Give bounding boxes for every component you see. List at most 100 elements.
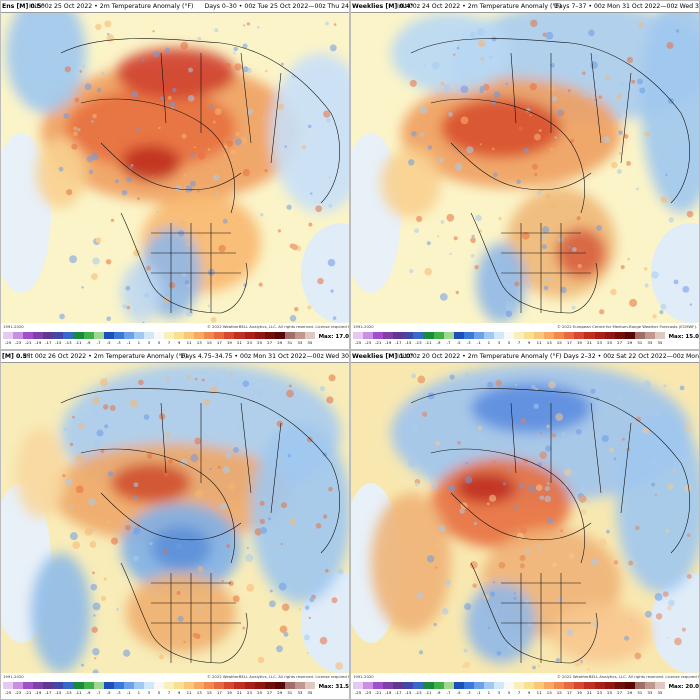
colorbar-swatches: [3, 332, 315, 339]
colorbar-swatch: [554, 682, 565, 689]
colorbar-swatch: [564, 332, 575, 339]
colorbar-tick-label: 23: [247, 340, 252, 345]
colorbar-tick-label: 35: [307, 340, 313, 345]
colorbar-tick-label: -5: [456, 340, 461, 345]
anomaly-map: [351, 363, 699, 675]
anomaly-map: [1, 363, 349, 675]
colorbar-swatch: [244, 682, 255, 689]
credit-strip: 1991-2020 © 2022 European Centre for Medi…: [351, 323, 699, 331]
valid-period: Days 4.75–34.75 • 00z Mon 31 Oct 2022—00…: [180, 353, 349, 360]
colorbar-tick-label: -21: [374, 340, 382, 345]
colorbar-swatch: [393, 682, 404, 689]
colorbar-tick-label: 17: [216, 340, 222, 345]
colorbar-swatch: [214, 332, 225, 339]
colorbar-swatch: [574, 682, 585, 689]
colorbar-tick-label: 13: [546, 340, 552, 345]
colorbar-tick-label: -5: [456, 690, 461, 695]
colorbar-tick-label: 29: [627, 690, 633, 695]
colorbar-swatches: [353, 332, 665, 339]
colorbar-tick-label: 27: [617, 690, 623, 695]
colorbar-tick-label: -9: [436, 340, 441, 345]
colorbar-swatch: [264, 682, 275, 689]
colorbar-tick-label: -25: [354, 340, 362, 345]
colorbar-swatch: [614, 332, 625, 339]
credit-strip: 1991-2020 © 2022 WeatherBELL Analytics, L…: [351, 673, 699, 681]
panel-header: [M] 0.5° Init 00z 26 Oct 2022 • 2m Temper…: [1, 351, 349, 363]
colorbar-swatch: [43, 682, 54, 689]
colorbar-swatch: [473, 682, 484, 689]
colorbar-swatch: [33, 332, 44, 339]
colorbar-tick-label: 27: [267, 690, 273, 695]
colorbar-tick-label: 15: [556, 340, 562, 345]
colorbar-tick-label: 31: [637, 690, 643, 695]
map-svg: [351, 363, 699, 675]
anomaly-map: [1, 13, 349, 325]
colorbar-tick-label: 35: [657, 340, 663, 345]
colorbar-swatch: [453, 332, 464, 339]
max-value: Max: 20.0: [669, 684, 699, 690]
colorbar-swatch: [493, 682, 504, 689]
colorbar-tick-label: -3: [466, 340, 471, 345]
colorbar-swatch: [234, 682, 245, 689]
colorbar-swatch: [153, 332, 164, 339]
colorbar-tick-label: -7: [96, 690, 101, 695]
colorbar-swatch: [483, 332, 494, 339]
colorbar-tick-label: -3: [116, 690, 121, 695]
colorbar-tick-label: 5: [157, 340, 161, 345]
colorbar-swatch: [393, 332, 404, 339]
colorbar-swatch: [584, 682, 595, 689]
max-label: Max:: [668, 684, 684, 690]
colorbar-tick-label: 27: [617, 340, 623, 345]
colorbar-tick-label: 3: [497, 690, 501, 695]
colorbar-swatch: [304, 682, 315, 689]
colorbar-tick-label: 15: [206, 340, 212, 345]
colorbar-tick-label: 7: [167, 690, 171, 695]
colorbar-tick-label: -1: [126, 690, 131, 695]
colorbar-swatch: [353, 682, 364, 689]
map-svg: [1, 13, 349, 325]
map-svg: [1, 363, 349, 675]
colorbar-tick-label: -9: [86, 690, 91, 695]
colorbar-swatch: [174, 332, 185, 339]
colorbar-tick-label: 19: [226, 690, 232, 695]
max-number: 31.5: [335, 684, 349, 690]
colorbar-swatch: [23, 682, 34, 689]
colorbar-tick-label: -17: [45, 340, 52, 345]
colorbar-tick-label: -23: [14, 340, 22, 345]
copyright-text: © 2022 WeatherBELL Analytics, LLC. All r…: [207, 324, 350, 329]
colorbar-swatch: [43, 332, 54, 339]
colorbar-swatch: [654, 682, 665, 689]
colorbar-tick-label: -15: [405, 690, 412, 695]
colorbar-tick-label: -23: [364, 340, 372, 345]
map-svg: [351, 13, 699, 325]
colorbar-swatch: [224, 682, 235, 689]
valid-period: Days 2–32 • 00z Sat 22 Oct 2022—00z Mon: [563, 353, 699, 360]
colorbar-tick-label: 31: [287, 340, 293, 345]
colorbar-swatch: [294, 332, 305, 339]
colorbar-tick-label: -25: [4, 690, 12, 695]
colorbar-swatch: [534, 332, 545, 339]
colorbar-tick-label: 25: [607, 340, 613, 345]
colorbar-legend: -25 -23 -21 -19 -17 -15 -13 -11 -9 -7 -5 -3 -1 1 3 5 7 9 1…: [1, 681, 349, 699]
colorbar-tick-label: -13: [65, 690, 72, 695]
max-value: Max: 17.0: [319, 334, 349, 340]
colorbar-tick-label: 13: [196, 690, 202, 695]
colorbar-swatch: [363, 332, 374, 339]
colorbar-tick-label: 5: [157, 690, 161, 695]
colorbar-swatch: [63, 332, 74, 339]
colorbar-swatch: [524, 332, 535, 339]
colorbar-swatch: [123, 682, 134, 689]
colorbar-tick-label: 11: [536, 690, 542, 695]
init-time: Init 00z 26 Oct 2022 • 2m Temperature An…: [23, 353, 188, 360]
max-value: Max: 15.0: [669, 334, 699, 340]
colorbar-tick-label: -11: [425, 690, 432, 695]
init-time: Init 00z 24 Oct 2022 • 2m Temperature An…: [397, 3, 562, 10]
colorbar-tick-label: 3: [147, 340, 151, 345]
colorbar-swatch: [284, 332, 295, 339]
colorbar-tick-label: 1: [137, 340, 141, 345]
colorbar-tick-label: -15: [55, 340, 62, 345]
colorbar-tick-label: -1: [126, 340, 131, 345]
panel-header: Weeklies [M] 1.0° Init 00z 20 Oct 2022 • …: [351, 351, 699, 363]
model-name: Weeklies [M] 1.0°: [352, 353, 414, 360]
colorbar-swatch: [133, 682, 144, 689]
